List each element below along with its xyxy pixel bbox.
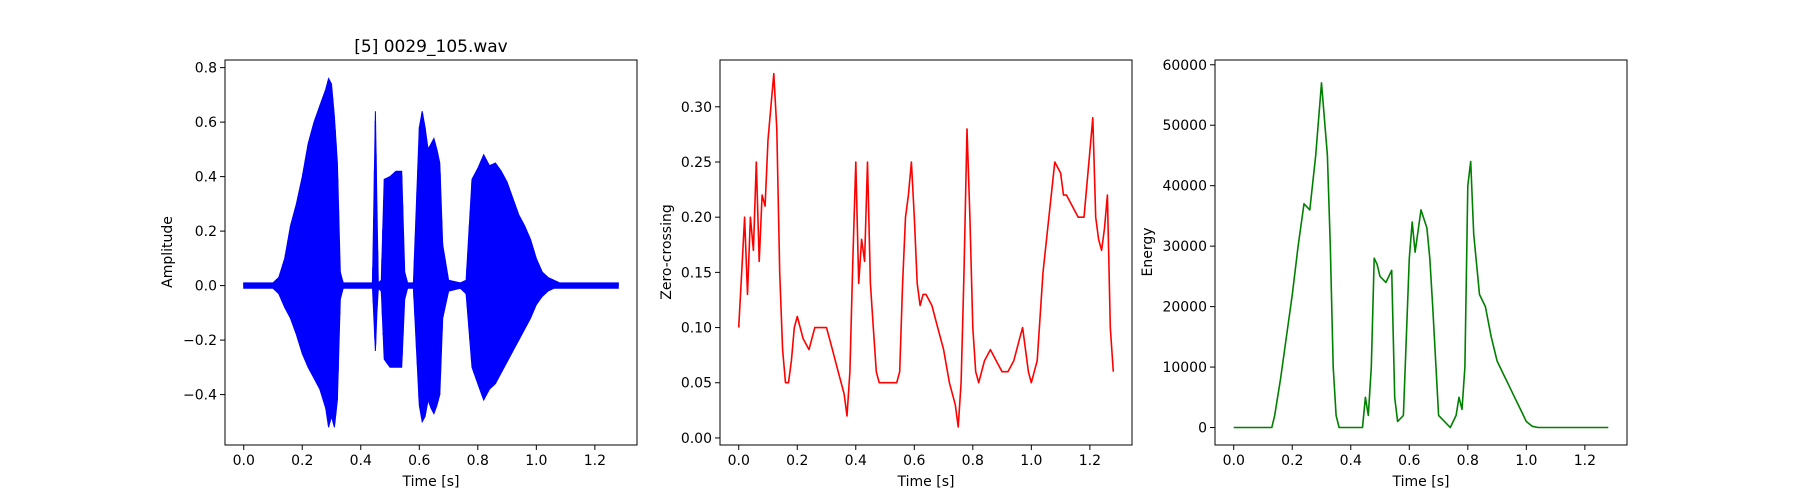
energy-x-tick-label: 0.2 [1281,453,1303,469]
energy-x-tick-label: 0.0 [1223,453,1245,469]
amplitude-x-axis-label: Time [s] [402,474,460,490]
zero-crossing-x-tick-label: 0.4 [845,453,867,469]
amplitude-chart: [5] 0029_105.wav 0.0 0.2 0.4 0.6 0.8 1.0 1.2 −0… [160,37,638,490]
zero-crossing-y-tick-label: 0.15 [681,265,712,281]
zero-crossing-x-tick-label: 0.0 [728,453,750,469]
zero-crossing-x-axis-label: Time [s] [897,474,955,490]
amplitude-y-tick-label: 0.0 [195,279,217,295]
energy-x-tick-label: 1.2 [1574,453,1596,469]
amplitude-x-tick-label: 0.4 [350,453,372,469]
energy-y-tick-label: 50000 [1162,118,1207,134]
energy-series-line [1233,82,1609,429]
zero-crossing-x-tick-label: 1.0 [1020,453,1042,469]
amplitude-x-tick-label: 1.2 [584,453,606,469]
zero-crossing-y-tick-label: 0.25 [681,155,712,171]
amplitude-x-tick-label: 1.0 [525,453,547,469]
amplitude-y-tick-label: −0.4 [183,388,217,404]
amplitude-chart-title: [5] 0029_105.wav [354,37,507,57]
zero-crossing-x-tick-label: 1.2 [1079,453,1101,469]
zero-crossing-x-tick-label: 0.6 [903,453,925,469]
amplitude-y-tick-label: 0.2 [195,224,217,240]
amplitude-frame [224,59,638,446]
amplitude-x-tick-label: 0.8 [467,453,489,469]
energy-y-tick-label: 0 [1198,421,1207,437]
zero-crossing-series-line [737,72,1115,428]
energy-x-axis-label: Time [s] [1392,474,1450,490]
zero-crossing-plot-area [737,72,1115,428]
energy-chart: 0.0 0.2 0.4 0.6 0.8 1.0 1.2 0 10000 20000 30000 400… [1140,58,1628,490]
zero-crossing-chart: 0.0 0.2 0.4 0.6 0.8 1.0 1.2 0.00 0.05 0.10 0.15 0.2… [659,59,1133,490]
amplitude-x-tick-label: 0.6 [408,453,430,469]
amplitude-plot-area [243,77,619,428]
energy-x-tick-label: 1.0 [1515,453,1537,469]
zero-crossing-y-axis-label: Zero-crossing [659,204,675,299]
energy-y-tick-label: 30000 [1162,239,1207,255]
zero-crossing-y-tick-label: 0.05 [681,376,712,392]
amplitude-axes: 0.0 0.2 0.4 0.6 0.8 1.0 1.2 −0.4 −0.2 0.0 0.2 0.4 0.… [183,61,606,469]
energy-x-tick-label: 0.4 [1340,453,1362,469]
zero-crossing-y-tick-label: 0.20 [681,210,712,226]
zero-crossing-y-tick-label: 0.10 [681,321,712,337]
zero-crossing-x-tick-label: 0.8 [962,453,984,469]
energy-plot-area [1233,82,1609,429]
amplitude-y-tick-label: 0.6 [195,115,217,131]
energy-axes: 0.0 0.2 0.4 0.6 0.8 1.0 1.2 0 10000 20000 30000 400… [1162,58,1596,469]
energy-y-tick-label: 10000 [1162,360,1207,376]
energy-x-tick-label: 0.8 [1457,453,1479,469]
energy-frame [1214,59,1628,446]
amplitude-y-tick-label: −0.2 [183,333,217,349]
amplitude-y-axis-label: Amplitude [160,216,176,288]
energy-y-tick-label: 20000 [1162,300,1207,316]
amplitude-y-tick-label: 0.8 [195,61,217,77]
zero-crossing-y-tick-label: 0.30 [681,100,712,116]
zero-crossing-axes: 0.0 0.2 0.4 0.6 0.8 1.0 1.2 0.00 0.05 0.10 0.15 0.2… [681,100,1101,469]
amplitude-x-tick-label: 0.0 [233,453,255,469]
energy-x-tick-label: 0.6 [1398,453,1420,469]
zero-crossing-y-tick-label: 0.00 [681,431,712,447]
zero-crossing-frame [719,59,1133,446]
amplitude-y-tick-label: 0.4 [195,170,217,186]
amplitude-x-tick-label: 0.2 [291,453,313,469]
energy-y-tick-label: 40000 [1162,179,1207,195]
amplitude-waveform-line [243,78,619,426]
energy-y-tick-label: 60000 [1162,58,1207,74]
zero-crossing-x-tick-label: 0.2 [786,453,808,469]
energy-y-axis-label: Energy [1140,227,1156,276]
